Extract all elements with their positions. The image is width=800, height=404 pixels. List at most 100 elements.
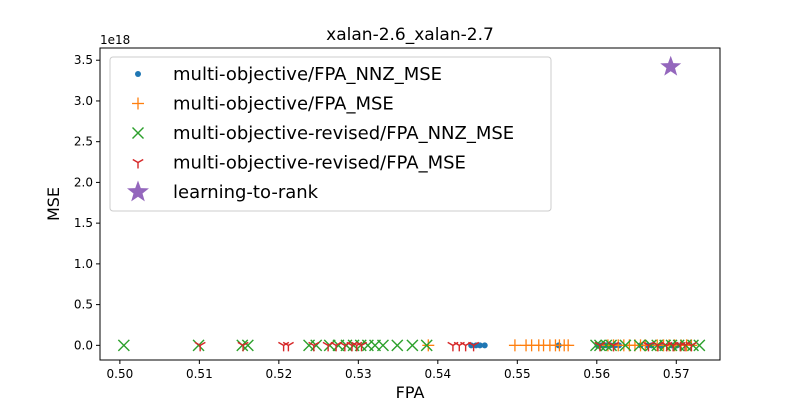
data-point-b	[600, 339, 613, 352]
data-point-b	[420, 339, 433, 352]
data-point-b	[310, 339, 323, 352]
series-3	[194, 341, 697, 352]
plot-frame	[99, 47, 721, 361]
data-point-c	[344, 341, 351, 346]
x-tick-label: 0.57	[663, 367, 690, 381]
legend-marker-b	[132, 158, 139, 164]
data-point-b	[453, 341, 460, 346]
data-point	[323, 339, 336, 352]
data-point-b	[642, 341, 649, 346]
data-point	[508, 339, 521, 352]
data-point-c	[242, 341, 249, 346]
data-point-b	[330, 341, 337, 346]
legend-marker	[132, 127, 144, 139]
y-axis-offset-text: 1e18	[100, 33, 130, 47]
legend-marker	[135, 71, 141, 77]
legend-label: multi-objective-revised/FPA_MSE	[173, 153, 466, 174]
legend-label: multi-objective/FPA_NNZ_MSE	[173, 64, 442, 85]
data-point	[241, 339, 254, 352]
data-point	[476, 342, 483, 349]
data-point-b	[667, 341, 674, 346]
series-1	[422, 339, 698, 352]
data-point-b	[652, 341, 659, 346]
data-point-c	[313, 341, 320, 346]
legend-label: multi-objective-revised/FPA_NNZ_MSE	[173, 123, 514, 144]
data-point-b	[237, 341, 244, 346]
data-point	[376, 339, 389, 352]
x-tick-label: 0.53	[345, 367, 372, 381]
data-point-b	[679, 341, 686, 346]
data-point	[192, 339, 205, 352]
data-point	[282, 341, 294, 352]
data-point	[194, 341, 206, 352]
data-point-b	[460, 341, 466, 346]
legend-marker-b	[132, 127, 144, 139]
data-point-c	[613, 341, 620, 346]
y-tick-label: 2.5	[74, 135, 93, 149]
data-point-b	[282, 341, 289, 346]
data-point-b	[308, 341, 315, 346]
y-tick-label: 1.5	[74, 216, 93, 230]
data-point-b	[685, 341, 692, 346]
x-tick-label: 0.50	[107, 367, 134, 381]
data-point	[562, 339, 575, 352]
data-point-b	[661, 341, 668, 346]
data-point	[351, 341, 363, 352]
data-point	[468, 341, 480, 352]
x-axis-label: FPA	[396, 383, 425, 400]
data-point-b	[674, 341, 681, 346]
x-tick-label: 0.54	[424, 367, 451, 381]
data-point-b	[590, 339, 602, 352]
data-point	[308, 341, 320, 352]
data-point	[117, 339, 130, 352]
data-point-b	[605, 339, 618, 352]
data-point-b	[323, 339, 336, 352]
legend-marker	[127, 180, 149, 202]
data-point-b	[594, 341, 601, 346]
data-point	[685, 341, 697, 352]
y-tick-label: 0.5	[74, 298, 93, 312]
data-point	[594, 341, 606, 352]
y-tick-label: 2.0	[74, 175, 93, 189]
data-point-b	[607, 341, 614, 346]
data-point-b	[619, 339, 632, 352]
data-point-b	[376, 339, 389, 352]
data-point	[619, 339, 632, 352]
y-tick-label: 3.5	[74, 53, 93, 67]
data-point-c	[473, 341, 480, 346]
data-point	[420, 339, 433, 352]
data-point-b	[391, 339, 404, 352]
data-point-c	[691, 341, 697, 346]
series-4	[660, 55, 682, 76]
data-point-b	[351, 341, 358, 346]
data-point	[339, 341, 351, 352]
data-point-b	[346, 341, 353, 346]
x-tick-label: 0.55	[504, 367, 531, 381]
data-point-b	[468, 341, 474, 346]
data-point	[310, 339, 323, 352]
data-point	[607, 341, 620, 352]
legend-box	[109, 56, 552, 212]
data-point	[693, 339, 706, 352]
data-point	[600, 339, 613, 352]
data-point-c	[361, 341, 368, 346]
data-point-c	[672, 341, 679, 346]
x-tick-label: 0.56	[583, 367, 610, 381]
data-point-b	[194, 341, 201, 346]
plot-area: 0.50 0.51 0.52 0.53 0.54 0.55 0.56 0.57 0.0 0.5 1.…	[74, 47, 721, 381]
data-point-b	[117, 339, 130, 352]
data-point-b	[693, 339, 706, 352]
data-point	[278, 341, 290, 352]
data-point	[391, 339, 404, 352]
data-point-b	[633, 339, 646, 352]
y-tick-label: 3.0	[74, 94, 93, 108]
data-point-b	[339, 341, 346, 346]
data-point	[660, 55, 682, 76]
chart-title: xalan-2.6_xalan-2.7	[326, 25, 494, 45]
series-2	[117, 339, 706, 352]
data-point	[481, 342, 488, 349]
data-point-b	[322, 341, 329, 346]
data-point	[355, 341, 368, 352]
y-tick-label: 1.0	[74, 257, 93, 271]
